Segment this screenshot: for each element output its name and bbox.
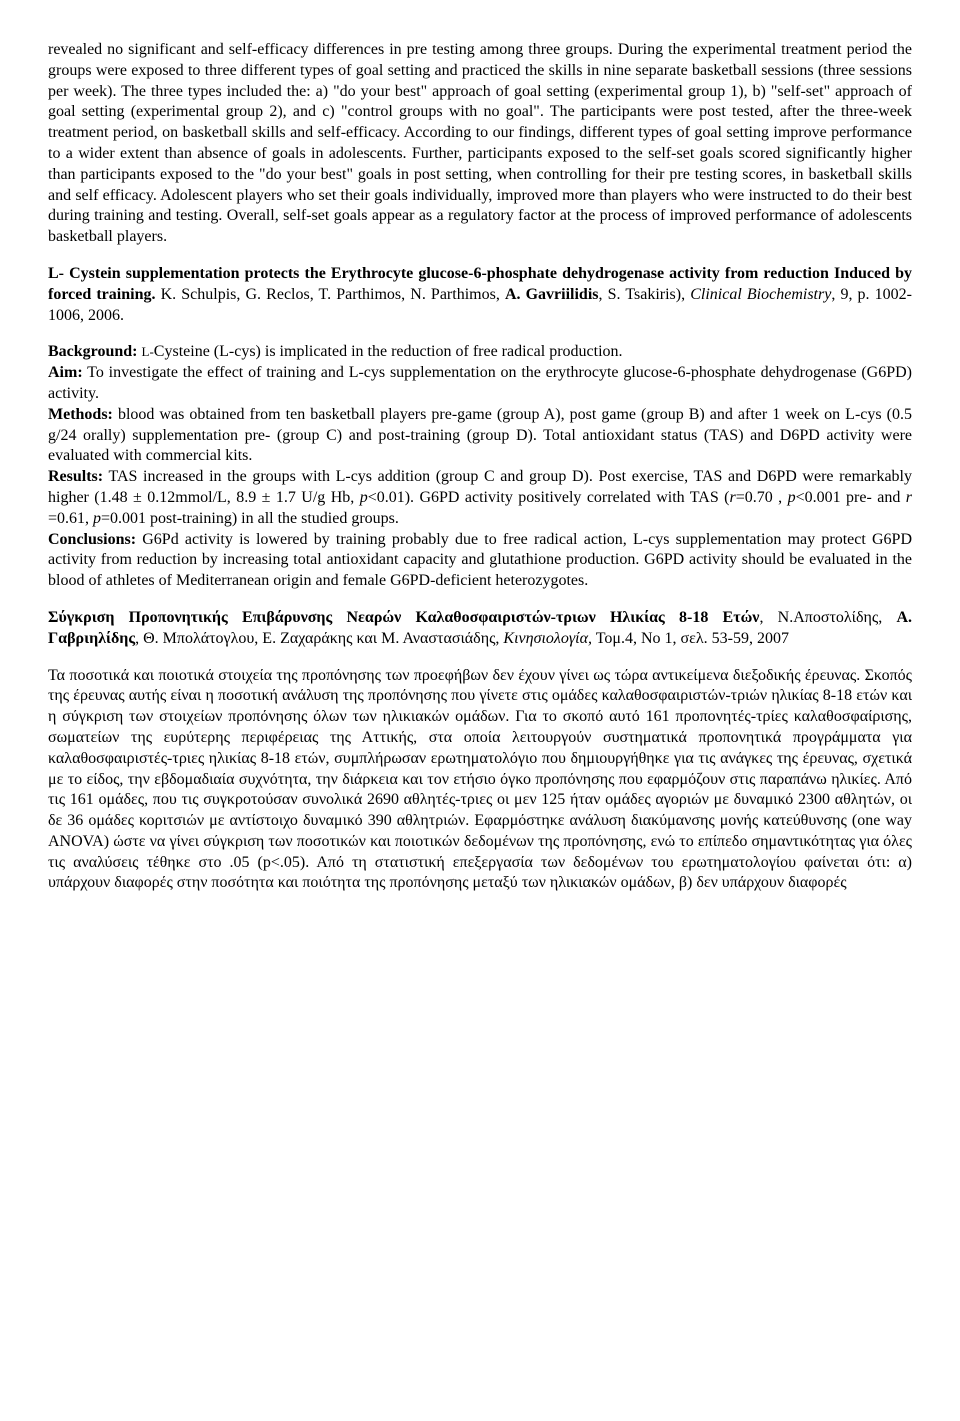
conclusions-label: Conclusions: [48, 531, 136, 548]
results-p3: p [93, 510, 101, 527]
greek-paragraph: Τα ποσοτικά και ποιοτικά στοιχεία της πρ… [48, 666, 912, 895]
background-text: Cysteine (L-cys) is implicated in the re… [154, 343, 623, 360]
results-text2: <0.01). G6PD activity positively correla… [368, 489, 730, 506]
citation-2-title: Σύγκριση Προπονητικής Επιβάρυνσης Νεαρών… [48, 609, 759, 626]
aim-label: Aim: [48, 364, 83, 381]
abstract-block: Background: L-Cysteine (L-cys) is implic… [48, 342, 912, 592]
results-text4: <0.001 pre- and [796, 489, 906, 506]
results-r2: r [906, 489, 912, 506]
citation-1: L- Cystein supplementation protects the … [48, 264, 912, 326]
citation-2-authors-pre: , Ν.Αποστολίδης, [759, 609, 896, 626]
results-label: Results: [48, 468, 103, 485]
results-p1: p [360, 489, 368, 506]
citation-2: Σύγκριση Προπονητικής Επιβάρυνσης Νεαρών… [48, 608, 912, 650]
results-text6: =0.001 post-training) in all the studied… [101, 510, 399, 527]
results-text3: =0.70 , [736, 489, 788, 506]
intro-paragraph: revealed no significant and self-efficac… [48, 40, 912, 248]
results-p2: p [788, 489, 796, 506]
background-caps: L- [142, 344, 154, 359]
citation-1-authors-pre: K. Schulpis, G. Reclos, T. Parthimos, N.… [155, 286, 504, 303]
citation-1-journal: Clinical Biochemistry [690, 286, 831, 303]
aim-text: To investigate the effect of training an… [48, 364, 912, 402]
methods-text: blood was obtained from ten basketball p… [48, 406, 912, 465]
citation-2-journal: Κινησιολογία, [503, 630, 592, 647]
citation-1-authors-post: , S. Tsakiris), [599, 286, 691, 303]
results-text5: =0.61, [48, 510, 93, 527]
methods-label: Methods: [48, 406, 113, 423]
citation-1-author-bold: A. Gavriilidis [505, 286, 599, 303]
citation-2-authors-post: , Θ. Μπολάτογλου, Ε. Ζαχαράκης και Μ. Αν… [135, 630, 503, 647]
background-label: Background: [48, 343, 138, 360]
conclusions-text: G6Pd activity is lowered by training pro… [48, 531, 912, 590]
citation-2-tail: Τομ.4, Νο 1, σελ. 53-59, 2007 [592, 630, 789, 647]
